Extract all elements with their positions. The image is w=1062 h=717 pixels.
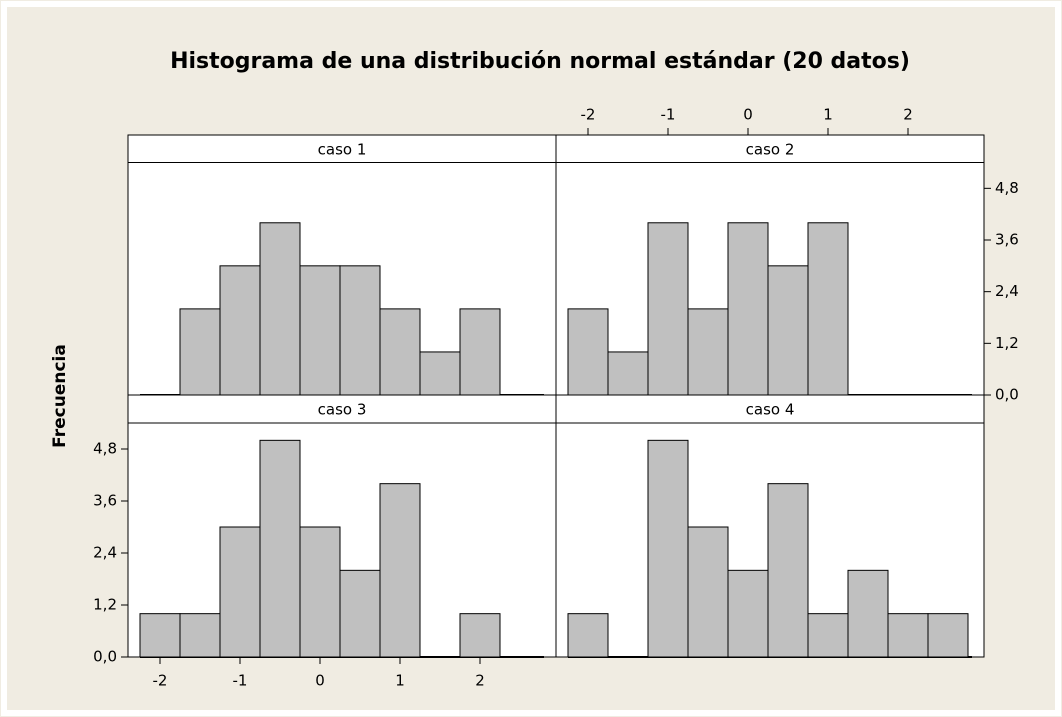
x-tick-label: -2 bbox=[581, 106, 596, 124]
y-axis-label: Frecuencia bbox=[50, 344, 70, 448]
y-tick-label: 1,2 bbox=[93, 596, 117, 614]
bar bbox=[727, 222, 769, 396]
bar bbox=[847, 569, 889, 658]
bar bbox=[767, 265, 809, 396]
panel-label: caso 3 bbox=[318, 401, 367, 419]
y-tick-label: 4,8 bbox=[995, 179, 1019, 197]
panel-label: caso 4 bbox=[746, 401, 795, 419]
bar bbox=[767, 483, 809, 658]
bar bbox=[299, 526, 341, 658]
bar bbox=[339, 569, 381, 658]
y-tick-label: 0,0 bbox=[93, 648, 117, 666]
y-tick-label: 0,0 bbox=[995, 386, 1019, 404]
panel-strip bbox=[555, 394, 985, 424]
bar bbox=[379, 483, 421, 658]
x-tick-label: 0 bbox=[315, 672, 325, 690]
bar bbox=[139, 613, 181, 658]
bar bbox=[179, 613, 221, 658]
bar bbox=[647, 439, 689, 658]
bar bbox=[807, 613, 849, 658]
bar bbox=[887, 613, 929, 658]
bar bbox=[727, 569, 769, 658]
bar bbox=[459, 613, 501, 658]
bar bbox=[459, 308, 501, 396]
panel-strip bbox=[555, 134, 985, 163]
bar bbox=[339, 265, 381, 396]
bar bbox=[419, 351, 461, 396]
chart-title: Histograma de una distribución normal es… bbox=[170, 49, 910, 74]
panel-label: caso 1 bbox=[318, 140, 367, 158]
x-tick-label: -1 bbox=[233, 672, 248, 690]
panel-strip bbox=[127, 394, 557, 424]
x-tick-label: 1 bbox=[823, 106, 833, 124]
x-tick-label: 2 bbox=[903, 106, 913, 124]
x-tick-label: -1 bbox=[661, 106, 676, 124]
x-tick-label: 0 bbox=[743, 106, 753, 124]
y-tick-label: 3,6 bbox=[93, 492, 117, 510]
bar bbox=[567, 613, 609, 658]
bar bbox=[927, 613, 969, 658]
panel-label: caso 2 bbox=[746, 140, 795, 158]
y-tick-label: 3,6 bbox=[995, 231, 1019, 249]
y-tick-label: 1,2 bbox=[995, 334, 1019, 352]
bar bbox=[259, 439, 301, 658]
bar bbox=[647, 222, 689, 396]
bar bbox=[607, 351, 649, 396]
x-tick-label: -2 bbox=[153, 672, 168, 690]
y-tick-label: 4,8 bbox=[93, 440, 117, 458]
bar bbox=[687, 308, 729, 396]
x-tick-label: 1 bbox=[395, 672, 405, 690]
y-tick-label: 2,4 bbox=[93, 544, 117, 562]
y-tick-label: 2,4 bbox=[995, 282, 1019, 300]
bar bbox=[379, 308, 421, 396]
bar bbox=[567, 308, 609, 396]
bar bbox=[219, 526, 261, 658]
bar bbox=[299, 265, 341, 396]
bar bbox=[219, 265, 261, 396]
bar bbox=[807, 222, 849, 396]
x-tick-label: 2 bbox=[475, 672, 485, 690]
bar bbox=[687, 526, 729, 658]
bar bbox=[259, 222, 301, 396]
bar bbox=[179, 308, 221, 396]
